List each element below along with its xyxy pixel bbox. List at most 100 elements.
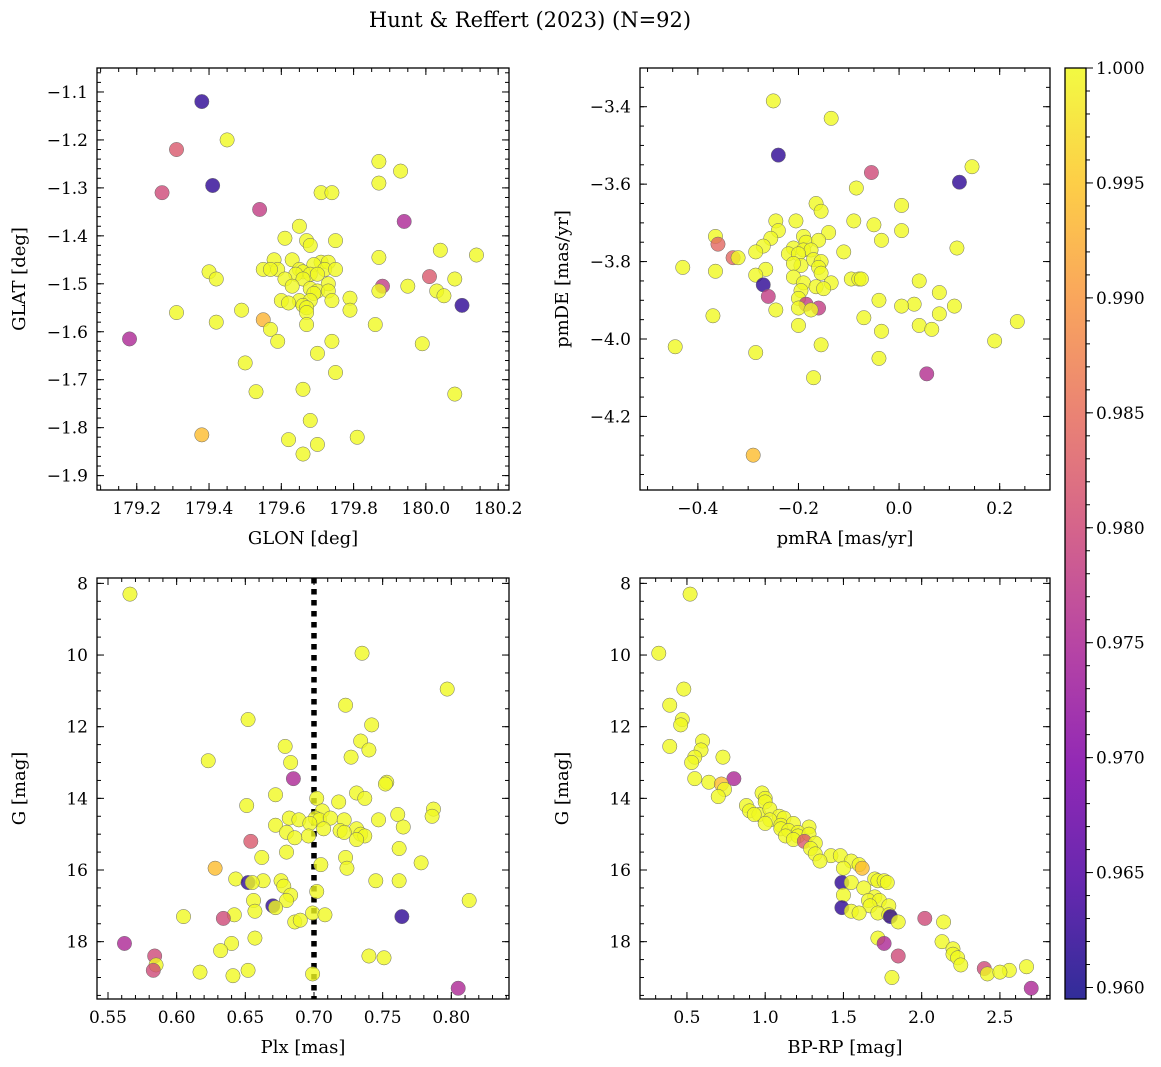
data-point <box>1023 980 1039 996</box>
data-point <box>424 808 440 824</box>
data-point <box>836 244 852 260</box>
ticks <box>97 68 509 490</box>
data-point <box>225 968 241 984</box>
data-point <box>884 970 900 985</box>
panel-plx-g: 0.55 0.60 0.65 0.70 0.75 0.80 8 10 12 14 16 18 Plx [… <box>9 574 510 1058</box>
data-point <box>851 905 867 921</box>
data-point <box>309 790 325 806</box>
data-point <box>338 697 354 713</box>
data-point <box>748 345 764 361</box>
y-axis-label: G [mag] <box>9 752 30 825</box>
panel-bprp-g: 0.5 1.0 1.5 2.0 2.5 8 10 12 14 16 18 BP-RP [mag] G [… <box>552 574 1051 1058</box>
data-point <box>919 366 935 382</box>
colorbar-tick-label: 0.975 <box>1096 634 1145 654</box>
y-tick-label: 10 <box>609 646 631 666</box>
data-point <box>746 807 762 822</box>
data-point <box>154 185 170 201</box>
colorbar-tick-label: 0.970 <box>1096 749 1145 769</box>
data-point <box>228 871 244 887</box>
data-point <box>364 717 380 733</box>
data-point <box>371 283 387 299</box>
data-point <box>924 321 940 337</box>
data-point <box>785 256 801 271</box>
colorbar-tick-label: 1.000 <box>1096 59 1145 79</box>
data-point <box>268 900 283 916</box>
data-point <box>946 298 962 314</box>
data-point <box>413 855 429 871</box>
data-point <box>213 943 229 959</box>
data-point <box>328 233 343 249</box>
y-tick-label: −1.5 <box>47 275 88 295</box>
data-point <box>248 384 264 400</box>
data-point <box>305 966 321 982</box>
data-point <box>371 249 387 265</box>
data-point <box>291 218 307 234</box>
y-tick-label: 14 <box>66 789 88 809</box>
data-point <box>277 230 293 246</box>
y-tick-label: −1.7 <box>47 371 88 391</box>
axes-frame <box>96 577 510 1000</box>
y-tick-label: −1.8 <box>47 419 88 439</box>
y-tick-label: 14 <box>609 789 631 809</box>
data-point <box>208 314 224 330</box>
data-point <box>812 853 828 869</box>
data-point <box>835 860 851 876</box>
x-tick-label: 0.60 <box>158 1008 196 1028</box>
data-point <box>357 790 373 806</box>
data-point <box>342 302 358 318</box>
data-point <box>757 815 773 831</box>
data-point <box>894 298 910 314</box>
data-point <box>292 912 308 928</box>
y-tick-label: 10 <box>66 646 88 666</box>
data-point <box>450 980 466 996</box>
data-point <box>368 873 384 889</box>
data-point <box>394 909 410 925</box>
data-point <box>964 159 980 175</box>
data-point <box>454 297 470 313</box>
y-tick-label: −4.2 <box>590 407 631 427</box>
y-tick-label: −4.0 <box>590 330 631 350</box>
colorbar-tick-label: 0.980 <box>1096 519 1145 539</box>
y-tick-label: 8 <box>77 574 88 594</box>
data-point <box>705 308 721 324</box>
y-tick-label: 12 <box>609 718 631 738</box>
data-point <box>447 386 463 402</box>
y-tick-label: −3.8 <box>590 253 631 273</box>
data-point <box>239 798 255 813</box>
data-point <box>302 413 318 428</box>
data-point <box>349 832 365 848</box>
x-axis-label: GLON [deg] <box>248 528 358 549</box>
data-point <box>331 794 347 810</box>
data-point <box>748 244 764 260</box>
data-point <box>207 860 223 876</box>
data-point <box>469 247 484 263</box>
data-point <box>122 586 138 602</box>
x-tick-label: 0.5 <box>673 1008 700 1028</box>
data-point <box>371 175 387 191</box>
data-point <box>194 427 210 443</box>
data-point <box>371 812 386 828</box>
data-point <box>247 930 263 946</box>
data-point <box>461 893 477 908</box>
data-point <box>277 738 293 754</box>
axes-frame <box>96 67 510 491</box>
data-point <box>244 875 260 890</box>
data-point <box>726 771 742 787</box>
data-point <box>281 295 296 311</box>
y-axis-label: G [mag] <box>552 752 573 825</box>
data-point <box>871 292 887 308</box>
data-point <box>270 333 286 349</box>
data-point <box>1019 959 1034 975</box>
data-point <box>268 787 283 803</box>
colorbar-tick-label: 0.965 <box>1096 864 1145 884</box>
data-point <box>673 717 689 733</box>
data-point <box>760 288 776 304</box>
x-tick-label: 1.5 <box>830 1008 857 1028</box>
data-point <box>791 318 806 333</box>
data-point <box>917 910 933 926</box>
data-point <box>768 302 784 318</box>
x-tick-label: 0.75 <box>364 1008 402 1028</box>
data-point <box>224 936 240 951</box>
data-point <box>310 266 325 282</box>
x-tick-label: −0.4 <box>677 499 718 519</box>
